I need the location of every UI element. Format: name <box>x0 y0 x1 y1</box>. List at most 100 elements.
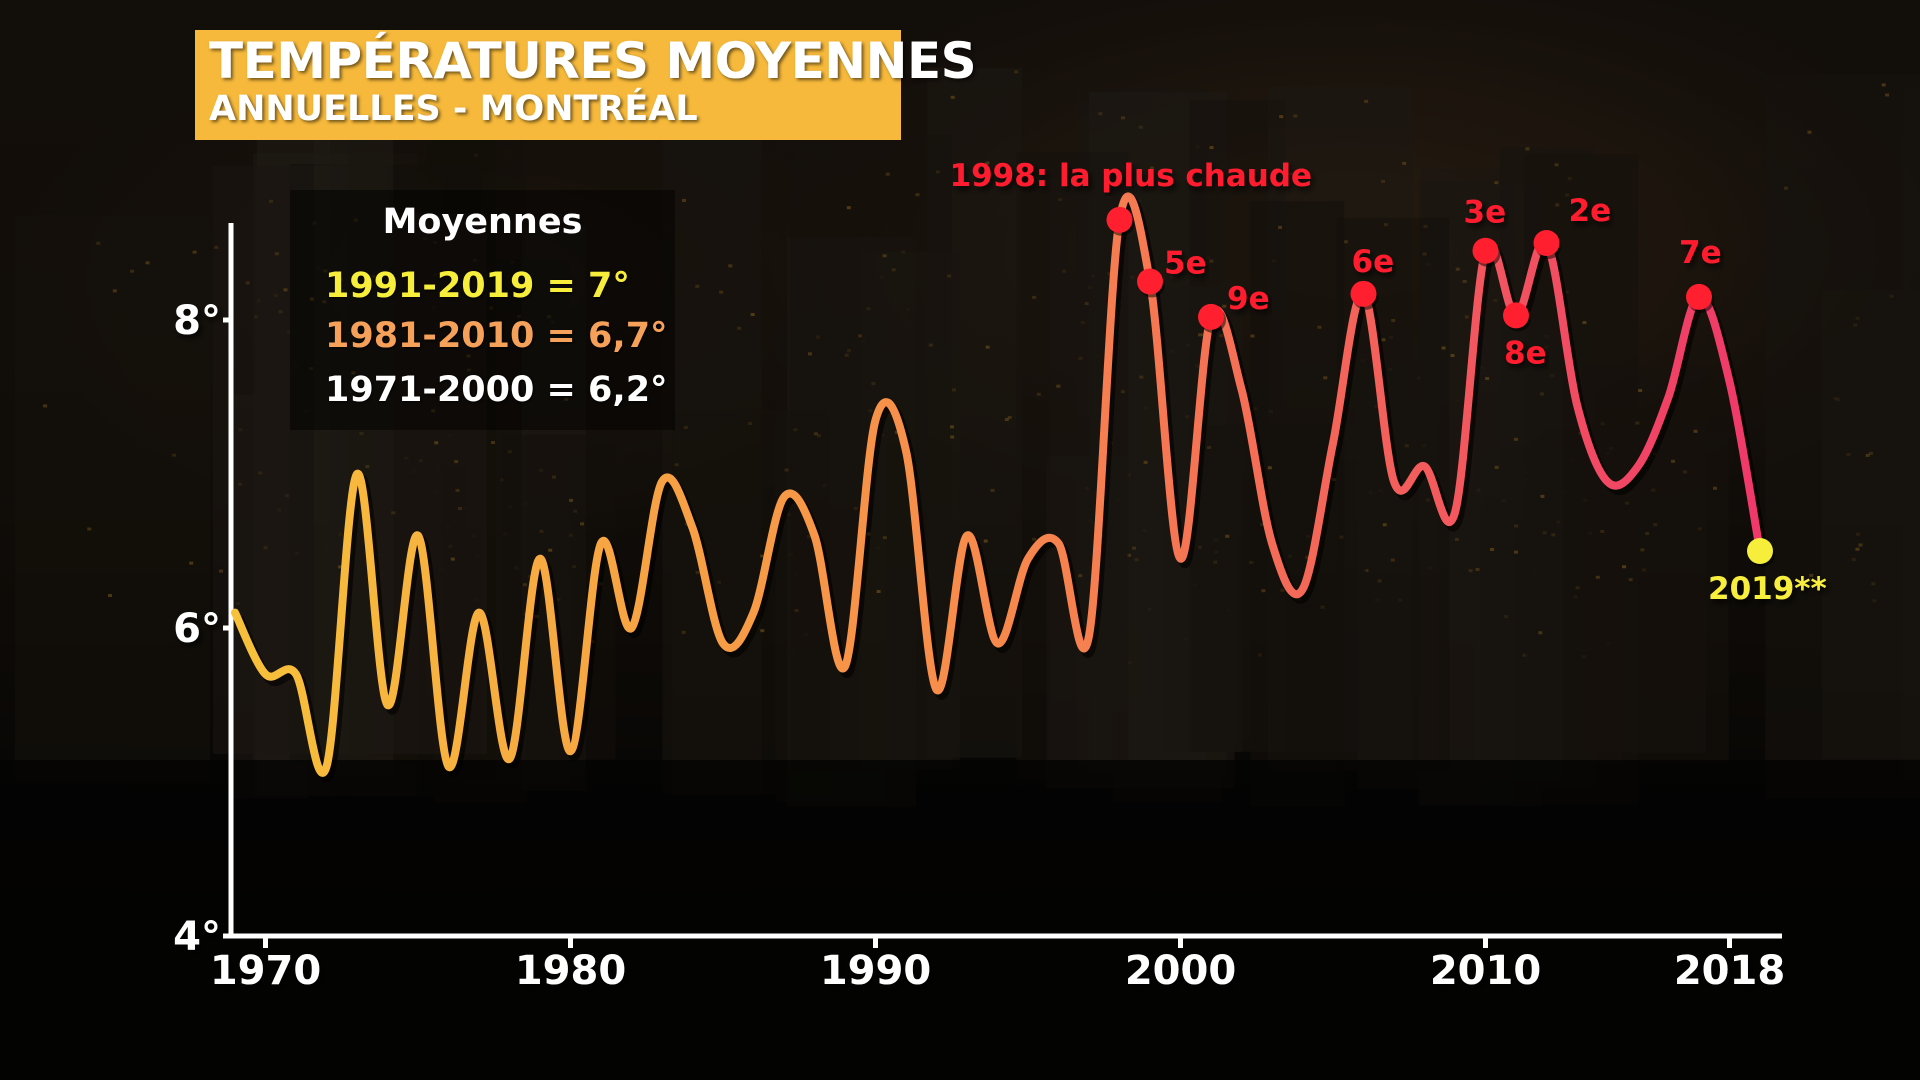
background-window-light <box>1209 259 1214 263</box>
background-window-light <box>490 441 495 445</box>
background-window-light <box>1364 99 1369 103</box>
background-building <box>1474 318 1563 780</box>
background-window-light <box>309 297 314 301</box>
background-window-light <box>1381 179 1386 183</box>
background-window-light <box>1635 421 1640 425</box>
background-window-light <box>1149 166 1154 170</box>
x-tick-label: 1980 <box>515 948 626 994</box>
background-window-light <box>1554 163 1559 167</box>
background-window-light <box>1222 304 1227 308</box>
background-window-light <box>750 313 755 317</box>
background-window-light <box>784 468 789 472</box>
background-window-light <box>1032 295 1037 299</box>
background-window-light <box>546 315 551 319</box>
background-window-light <box>340 289 345 293</box>
background-window-light <box>1441 346 1446 350</box>
background-window-light <box>130 269 135 273</box>
background-window-light <box>1198 333 1203 337</box>
background-window-light <box>1638 389 1643 393</box>
annotation-marker-2010 <box>1472 237 1499 264</box>
background-window-light <box>882 254 887 258</box>
background-window-light <box>145 261 150 265</box>
background-window-light <box>949 425 954 429</box>
annotation-marker-2006 <box>1350 280 1377 307</box>
background-window-light <box>1267 466 1272 470</box>
background-window-light <box>1595 575 1600 579</box>
chart-subtitle: ANNUELLES - MONTRÉAL <box>209 89 698 129</box>
background-window-light <box>1132 546 1137 550</box>
background-window-light <box>1464 315 1469 319</box>
background-window-light <box>1250 334 1255 338</box>
background-window-light <box>283 288 288 292</box>
background-window-light <box>1809 573 1814 577</box>
annotation-label-2006: 6e <box>1352 244 1395 280</box>
x-tick-label: 2000 <box>1125 948 1236 994</box>
background-window-light <box>335 376 340 380</box>
background-window-light <box>728 264 733 268</box>
background-window-light <box>1514 352 1519 356</box>
background-window-light <box>450 557 455 561</box>
background-window-light <box>1383 223 1388 227</box>
annotation-marker-2011 <box>1503 302 1529 329</box>
background-window-light <box>1209 146 1214 150</box>
legend-row-1971-2000: 1971-2000 = 6,2° <box>325 370 668 410</box>
background-window-light <box>858 334 863 338</box>
background-window-light <box>737 326 742 330</box>
background-window-light <box>1462 279 1467 283</box>
background-window-light <box>1855 547 1860 551</box>
background-window-light <box>1885 93 1890 97</box>
background-window-light <box>1494 465 1499 469</box>
background-window-light <box>1007 415 1012 419</box>
background-window-light <box>983 539 988 543</box>
annotation-marker-2019 <box>1747 538 1773 564</box>
background-window-light <box>1235 296 1240 300</box>
background-window-light <box>719 290 724 294</box>
background-window-light <box>1343 240 1348 244</box>
x-tick-label: 1990 <box>820 948 931 994</box>
chart-title: TEMPÉRATURES MOYENNES <box>209 32 977 90</box>
background-foreground-trees <box>0 760 1920 1080</box>
annotation-label-2017: 7e <box>1679 235 1722 271</box>
background-window-light <box>1121 116 1126 120</box>
background-window-light <box>1784 186 1789 190</box>
background-window-light <box>339 277 344 281</box>
background-window-light <box>548 548 553 552</box>
background-window-light <box>1868 451 1873 455</box>
background-window-light <box>454 460 459 464</box>
background-window-light <box>1278 225 1283 229</box>
annotation-label-2001: 9e <box>1227 281 1270 317</box>
background-window-light <box>466 354 471 358</box>
annotation-label-2012: 2e <box>1569 193 1612 229</box>
background-window-light <box>695 284 700 288</box>
annotation-label-2010: 3e <box>1464 195 1507 231</box>
background-window-light <box>990 488 995 492</box>
background-window-light <box>1881 83 1886 87</box>
background-window-light <box>1422 252 1427 256</box>
background-window-light <box>1645 531 1650 535</box>
background-building <box>1765 75 1920 799</box>
background-window-light <box>1139 375 1144 379</box>
annotation-label-1998: 1998: la plus chaude <box>950 158 1313 194</box>
background-window-light <box>950 435 955 439</box>
annotation-marker-1998 <box>1106 206 1133 233</box>
background-window-light <box>891 268 896 272</box>
background-window-light <box>1454 538 1459 542</box>
background-window-light <box>894 430 899 434</box>
annotation-marker-2001 <box>1198 303 1224 330</box>
background-window-light <box>1525 147 1530 151</box>
background-window-light <box>1004 418 1009 422</box>
background-window-light <box>274 252 279 256</box>
annotation-marker-2017 <box>1686 283 1712 310</box>
background-window-light <box>1513 437 1518 441</box>
background-window-light <box>43 404 48 408</box>
background-window-light <box>214 245 219 249</box>
background-window-light <box>1381 338 1386 342</box>
background-window-light <box>1288 172 1293 176</box>
background-window-light <box>1056 384 1061 388</box>
background-window-light <box>564 397 569 401</box>
background-window-light <box>1390 558 1395 562</box>
background-window-light <box>760 629 765 633</box>
background-building <box>1581 366 1707 753</box>
